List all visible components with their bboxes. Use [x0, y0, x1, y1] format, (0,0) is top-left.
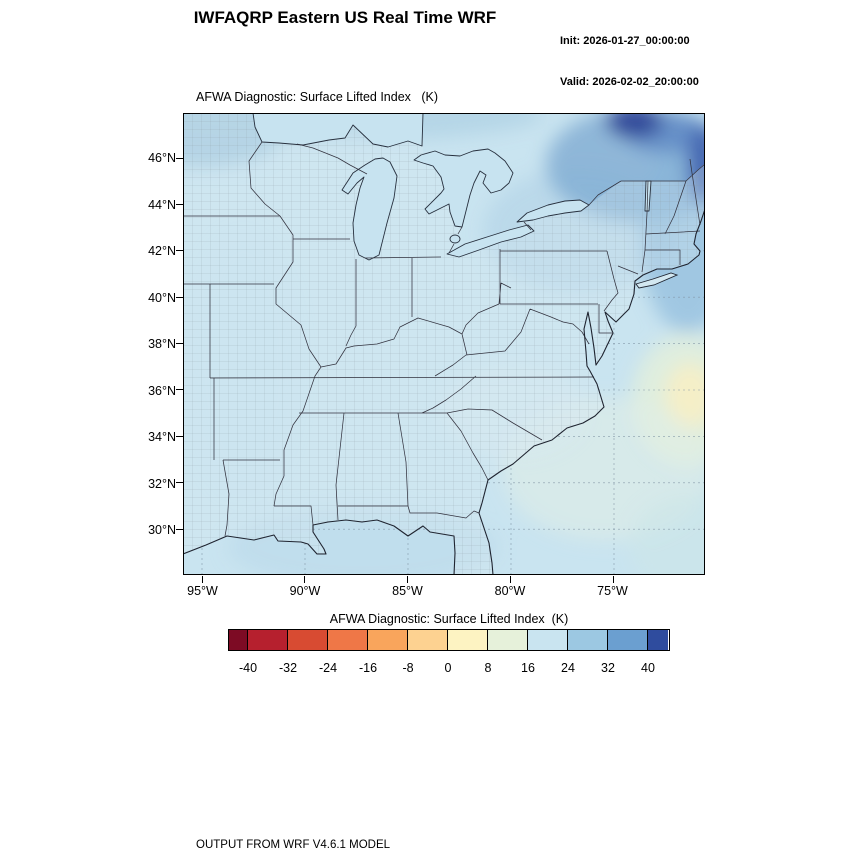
y-tick-label: 42°N: [148, 244, 176, 258]
x-axis-tick: [509, 576, 511, 583]
y-axis-tick: [176, 482, 183, 484]
colorbar: [228, 629, 670, 651]
colorbar-cell: [488, 630, 528, 650]
x-tick-label: 85°W: [392, 584, 423, 598]
colorbar-cell: [448, 630, 488, 650]
great-lakes: [252, 113, 652, 261]
colorbar-cell: [408, 630, 448, 650]
y-axis-tick: [176, 528, 183, 530]
map-frame: [183, 113, 705, 575]
colorbar-title: AFWA Diagnostic: Surface Lifted Index (K…: [329, 612, 569, 626]
x-tick-label: 90°W: [289, 584, 321, 598]
colorbar-tick-label: 32: [601, 661, 615, 675]
colorbar-tick-label: -40: [238, 661, 258, 675]
coastline: [183, 113, 705, 575]
colorbar-cell: [528, 630, 568, 650]
colorbar-cell: [568, 630, 608, 650]
x-axis-tick: [407, 576, 408, 583]
valid-time-label: Valid: 2026-02-02_20:00:00: [560, 75, 699, 88]
colorbar-tick-label: 24: [561, 661, 575, 675]
lake-superior: [252, 113, 424, 148]
y-axis-tick: [176, 389, 183, 391]
map-canvas: [183, 113, 705, 575]
lake-huron: [413, 148, 514, 228]
x-tick-label: 75°W: [597, 584, 628, 598]
colorbar-tick-label: 0: [444, 661, 452, 675]
colorbar-tick-label: -16: [358, 661, 378, 675]
y-axis-labels: 46°N 44°N 42°N 40°N 38°N 36°N 34°N 32°N 30°N: [128, 151, 176, 537]
map-title: AFWA Diagnostic: Surface Lifted Index (K…: [196, 90, 438, 104]
colorbar-cell: [648, 630, 668, 650]
x-axis-labels: 95°W 90°W 85°W 80°W 75°W: [177, 584, 638, 598]
colorbar-cell: [248, 630, 288, 650]
colorbar-cell: [368, 630, 408, 650]
y-tick-label: 32°N: [148, 476, 176, 491]
y-tick-label: 34°N: [148, 430, 176, 444]
y-axis-tick: [176, 343, 183, 344]
model-info: OUTPUT FROM WRF V4.6.1 MODEL WE = 310 ; …: [196, 809, 648, 850]
y-tick-label: 36°N: [148, 383, 176, 398]
x-axis-tick: [201, 576, 203, 583]
lake-michigan: [341, 157, 398, 261]
colorbar-tick-label: 8: [484, 661, 492, 675]
colorbar-labels: -40 -32 -24 -16 -8 0 8 16 24 32 40: [228, 661, 668, 675]
colorbar-tick-label: 40: [641, 661, 655, 675]
page-title: IWFAQRP Eastern US Real Time WRF: [193, 8, 497, 27]
state-borders: [183, 141, 705, 537]
x-tick-label: 80°W: [494, 584, 526, 598]
y-axis-tick: [176, 296, 183, 298]
y-tick-label: 44°N: [148, 197, 176, 212]
x-axis-tick: [304, 576, 306, 583]
long-island: [635, 272, 679, 289]
colorbar-cell: [288, 630, 328, 650]
y-axis-tick: [176, 435, 183, 437]
y-tick-label: 30°N: [148, 523, 176, 537]
colorbar-tick-label: -24: [318, 661, 338, 675]
model-info-line1: OUTPUT FROM WRF V4.6.1 MODEL: [196, 839, 391, 850]
y-tick-label: 38°N: [148, 337, 176, 351]
y-tick-label: 40°N: [148, 290, 176, 305]
colorbar-tick-label: -32: [278, 661, 298, 675]
lake-st-clair: [449, 234, 461, 244]
colorbar-tick-label: 16: [521, 661, 535, 675]
x-tick-label: 95°W: [187, 584, 218, 598]
init-time-label: Init: 2026-01-27_00:00:00: [560, 35, 690, 47]
run-timestamps: Init: 2026-01-27_00:00:00 Valid: 2026-02…: [560, 8, 699, 116]
colorbar-cell: [608, 630, 648, 650]
colorbar-tick-label: -8: [402, 661, 414, 675]
lake-erie: [446, 224, 535, 258]
y-axis-tick: [176, 203, 183, 205]
y-axis-tick: [176, 157, 183, 159]
colorbar-cell: [229, 630, 248, 650]
colorbar-cell: [328, 630, 368, 650]
y-axis-tick: [176, 250, 183, 252]
y-tick-label: 46°N: [148, 151, 176, 165]
x-axis-tick: [612, 576, 614, 583]
